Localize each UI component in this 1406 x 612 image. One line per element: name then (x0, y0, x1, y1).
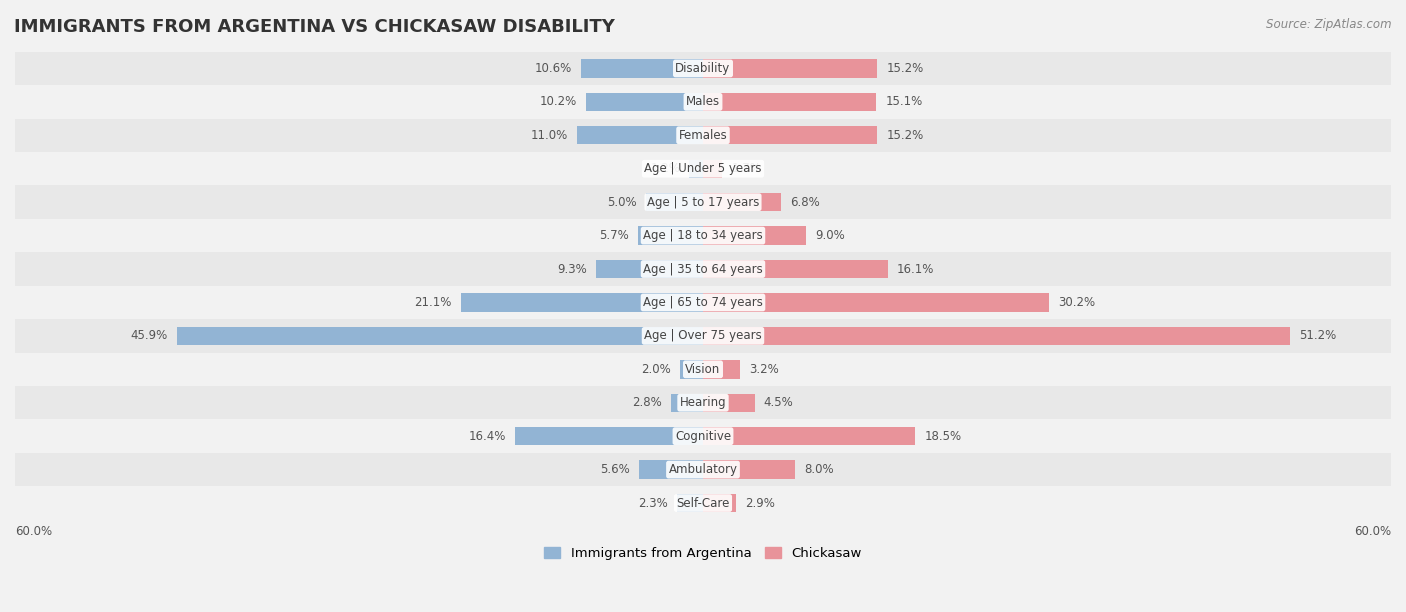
Text: 3.2%: 3.2% (749, 363, 779, 376)
Bar (15, 419, 1391, 453)
Bar (703, 92, 876, 111)
Bar (15, 487, 1391, 520)
Text: 8.0%: 8.0% (804, 463, 834, 476)
Text: Age | Over 75 years: Age | Over 75 years (644, 329, 762, 342)
Text: Age | 18 to 34 years: Age | 18 to 34 years (643, 229, 763, 242)
Bar (15, 152, 1391, 185)
Bar (703, 360, 740, 378)
Bar (15, 286, 1391, 319)
Text: Age | Under 5 years: Age | Under 5 years (644, 162, 762, 175)
Text: Females: Females (679, 129, 727, 142)
Text: Self-Care: Self-Care (676, 496, 730, 510)
Text: Age | 5 to 17 years: Age | 5 to 17 years (647, 196, 759, 209)
Bar (703, 427, 915, 446)
Text: Ambulatory: Ambulatory (668, 463, 738, 476)
Text: 15.2%: 15.2% (886, 62, 924, 75)
Bar (703, 59, 877, 78)
Text: 21.1%: 21.1% (415, 296, 451, 309)
Text: 16.1%: 16.1% (897, 263, 934, 275)
Bar (638, 460, 703, 479)
Bar (15, 319, 1391, 353)
Bar (703, 327, 1291, 345)
Bar (596, 260, 703, 278)
Bar (703, 394, 755, 412)
Bar (638, 226, 703, 245)
Legend: Immigrants from Argentina, Chickasaw: Immigrants from Argentina, Chickasaw (544, 547, 862, 560)
Text: 4.5%: 4.5% (763, 396, 793, 409)
Text: 2.9%: 2.9% (745, 496, 775, 510)
Bar (15, 119, 1391, 152)
Text: 45.9%: 45.9% (131, 329, 167, 342)
Bar (676, 494, 703, 512)
Text: 10.6%: 10.6% (536, 62, 572, 75)
Bar (689, 160, 703, 178)
Bar (15, 453, 1391, 487)
Bar (703, 193, 780, 211)
Bar (15, 85, 1391, 119)
Text: Hearing: Hearing (679, 396, 727, 409)
Bar (671, 394, 703, 412)
Bar (703, 494, 737, 512)
Text: Cognitive: Cognitive (675, 430, 731, 442)
Text: 60.0%: 60.0% (15, 524, 52, 538)
Bar (15, 219, 1391, 252)
Bar (703, 226, 806, 245)
Text: 5.6%: 5.6% (600, 463, 630, 476)
Text: 51.2%: 51.2% (1299, 329, 1337, 342)
Text: Males: Males (686, 95, 720, 108)
Text: IMMIGRANTS FROM ARGENTINA VS CHICKASAW DISABILITY: IMMIGRANTS FROM ARGENTINA VS CHICKASAW D… (14, 18, 614, 36)
Bar (515, 427, 703, 446)
Text: Age | 35 to 64 years: Age | 35 to 64 years (643, 263, 763, 275)
Text: 15.1%: 15.1% (886, 95, 922, 108)
Text: 2.8%: 2.8% (631, 396, 662, 409)
Text: 2.0%: 2.0% (641, 363, 671, 376)
Text: 16.4%: 16.4% (468, 430, 506, 442)
Bar (703, 260, 887, 278)
Text: 2.3%: 2.3% (638, 496, 668, 510)
Bar (15, 185, 1391, 219)
Text: 1.2%: 1.2% (650, 162, 681, 175)
Bar (15, 52, 1391, 85)
Text: 18.5%: 18.5% (924, 430, 962, 442)
Text: 10.2%: 10.2% (540, 95, 576, 108)
Text: Age | 65 to 74 years: Age | 65 to 74 years (643, 296, 763, 309)
Bar (461, 293, 703, 312)
Bar (15, 353, 1391, 386)
Text: 9.3%: 9.3% (557, 263, 588, 275)
Bar (703, 460, 794, 479)
Text: 30.2%: 30.2% (1059, 296, 1095, 309)
Bar (576, 126, 703, 144)
Text: Disability: Disability (675, 62, 731, 75)
Bar (645, 193, 703, 211)
Bar (177, 327, 703, 345)
Text: 15.2%: 15.2% (886, 129, 924, 142)
Bar (703, 293, 1049, 312)
Text: 5.7%: 5.7% (599, 229, 628, 242)
Text: 9.0%: 9.0% (815, 229, 845, 242)
Bar (586, 92, 703, 111)
Text: 1.7%: 1.7% (731, 162, 762, 175)
Bar (703, 160, 723, 178)
Bar (15, 252, 1391, 286)
Bar (681, 360, 703, 378)
Text: Source: ZipAtlas.com: Source: ZipAtlas.com (1267, 18, 1392, 31)
Text: 60.0%: 60.0% (1354, 524, 1391, 538)
Text: Vision: Vision (685, 363, 721, 376)
Bar (15, 386, 1391, 419)
Bar (582, 59, 703, 78)
Text: 5.0%: 5.0% (607, 196, 637, 209)
Text: 11.0%: 11.0% (530, 129, 568, 142)
Text: 6.8%: 6.8% (790, 196, 820, 209)
Bar (703, 126, 877, 144)
